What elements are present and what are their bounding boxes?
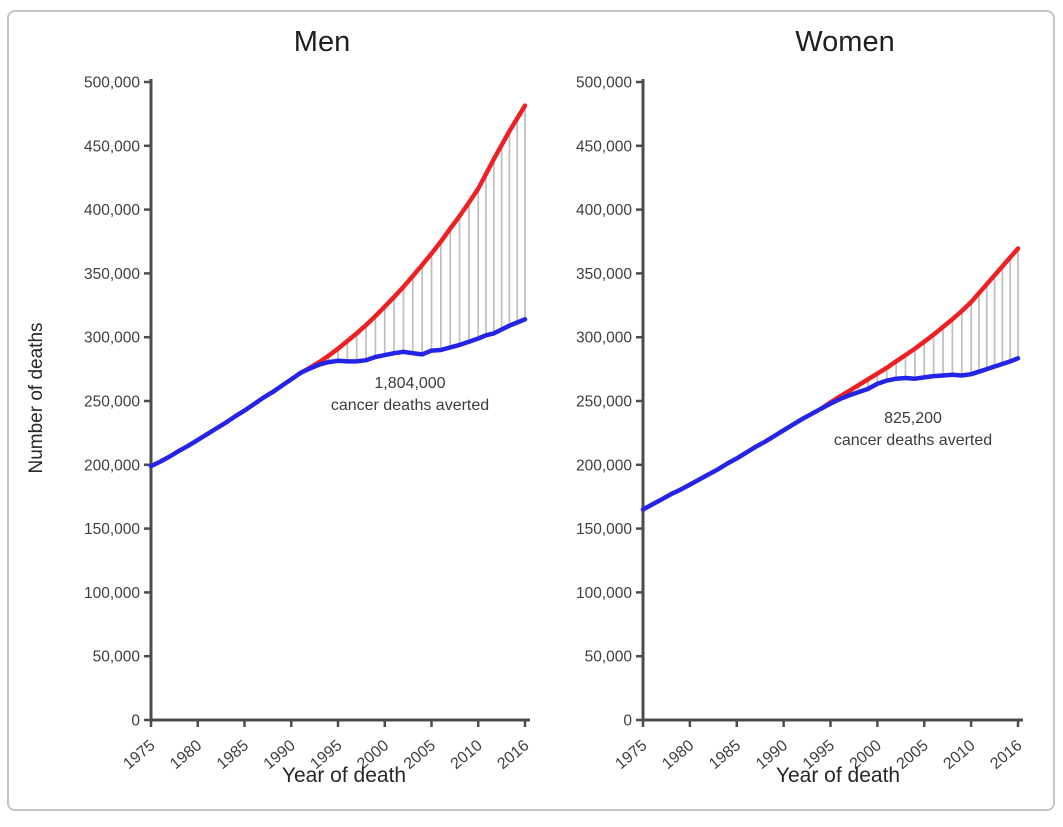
men-averted-caption: cancer deaths averted [330,397,490,415]
men-plot-group: 0 50,000 100,000 150,000 200,000 250,000 300,0… [84,75,533,773]
x-tick-label: 1980 [659,737,697,773]
expected-deaths-line [818,246,1021,411]
y-tick-label: 350,000 [576,266,632,283]
y-tick-label: 450,000 [576,138,632,155]
y-axis-title: Number of deaths [26,322,47,474]
y-tick-label: 500,000 [576,75,632,92]
y-tick-label: 150,000 [576,521,632,538]
women-averted-count: 825,200 [884,410,942,427]
y-tick-label: 450,000 [84,138,140,155]
axes [641,79,1023,722]
x-tick-label: 1975 [612,737,650,773]
x-tick-label: 1975 [120,737,158,773]
y-tick-label: 100,000 [576,585,632,602]
expected-deaths-line [298,103,528,376]
y-tick-label: 250,000 [84,394,140,411]
y-tick-label: 150,000 [84,521,140,538]
y-tick-label: 200,000 [84,457,140,474]
men-chart-title: Men [293,26,351,58]
men-averted-count: 1,804,000 [374,375,446,392]
y-tick-label: 0 [131,713,140,730]
x-tick-label: 2016 [494,737,532,773]
x-tick-label: 2010 [941,737,979,773]
y-tick-label: 350,000 [84,266,140,283]
men-averted-annotation: 1,804,000 cancer deaths averted [331,373,489,417]
y-tick-label: 100,000 [84,585,140,602]
y-tick-label: 250,000 [576,394,632,411]
y-tick-label: 50,000 [585,649,633,666]
x-tick-label: 2010 [448,737,486,773]
x-tick-label: 1980 [167,737,205,773]
actual-deaths-line [148,317,528,469]
actual-deaths-line [640,356,1021,512]
x-tick-label: 2005 [401,737,439,773]
y-tick-label: 0 [623,713,632,730]
women-averted-annotation: 825,200 cancer deaths averted [834,408,992,452]
men-x-axis-title: Year of death [281,764,407,787]
figure-frame [7,10,1055,811]
y-tick-label: 500,000 [84,75,140,92]
y-tick-label: 400,000 [84,202,140,219]
y-tick-label: 300,000 [84,330,140,347]
x-tick-label: 2016 [987,737,1025,773]
women-x-axis-title: Year of death [775,764,901,787]
y-tick-label: 50,000 [93,649,141,666]
x-tick-label: 1985 [706,737,744,773]
women-averted-caption: cancer deaths averted [833,432,993,450]
women-chart-title: Women [795,26,895,58]
y-tick-label: 200,000 [576,457,632,474]
y-tick-label: 300,000 [576,330,632,347]
axes [149,79,530,722]
y-tick-label: 400,000 [576,202,632,219]
x-tick-label: 1985 [214,737,252,773]
